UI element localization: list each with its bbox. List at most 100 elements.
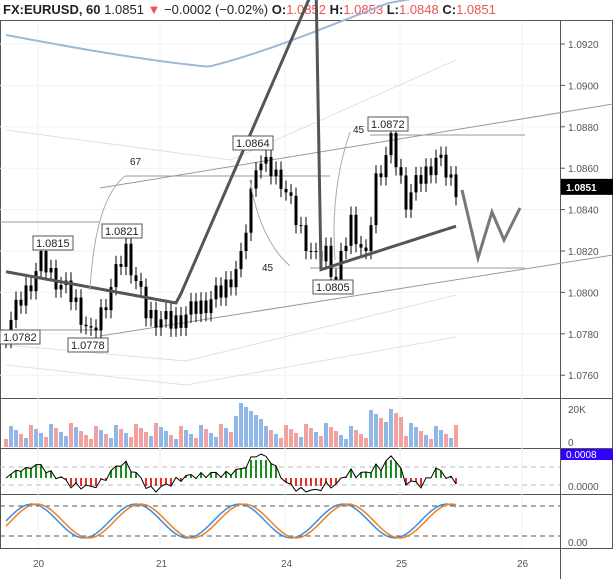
macd-histogram-bar bbox=[190, 474, 192, 478]
candle-body bbox=[164, 311, 168, 320]
bar-count-label: 67 bbox=[130, 157, 142, 168]
candle-body bbox=[129, 243, 133, 276]
projection-path bbox=[460, 189, 522, 264]
volume-bar bbox=[159, 427, 163, 447]
candle-body bbox=[239, 251, 243, 270]
volume-tick-label: 0 bbox=[568, 438, 574, 449]
candle-body bbox=[179, 315, 183, 328]
candle-body bbox=[99, 307, 103, 331]
volume-bar bbox=[239, 403, 243, 447]
macd-histogram-bar bbox=[70, 478, 72, 486]
volume-bar bbox=[169, 435, 173, 447]
macd-histogram-bar bbox=[80, 478, 82, 486]
volume-bar bbox=[44, 437, 48, 447]
candle-body bbox=[334, 276, 338, 283]
candle-body bbox=[39, 251, 43, 272]
macd-histogram-bar bbox=[235, 469, 237, 478]
candle-body bbox=[194, 301, 198, 314]
close-label: C: bbox=[442, 2, 457, 17]
volume-bar bbox=[324, 423, 328, 447]
macd-histogram-bar bbox=[435, 468, 437, 478]
price-label: 1.0815 bbox=[36, 238, 70, 250]
volume-bar bbox=[364, 438, 368, 447]
volume-bar bbox=[259, 419, 263, 447]
price-label-box bbox=[0, 329, 41, 345]
macd-tick-label: 0.0000 bbox=[568, 482, 599, 493]
macd-histogram-bar bbox=[150, 478, 152, 486]
volume-bar bbox=[389, 409, 393, 447]
macd-histogram-bar bbox=[180, 478, 182, 482]
volume-bar bbox=[369, 410, 373, 447]
candle-body bbox=[354, 214, 358, 245]
volume-bar bbox=[114, 425, 118, 447]
macd-histogram-bar bbox=[95, 478, 97, 486]
macd-histogram-bar bbox=[120, 466, 122, 478]
macd-histogram-bar bbox=[40, 464, 42, 478]
macd-histogram-bar bbox=[90, 478, 92, 486]
candle-body bbox=[399, 167, 403, 176]
macd-histogram-bar bbox=[285, 478, 287, 483]
candle-body bbox=[104, 307, 108, 311]
volume-bar bbox=[64, 436, 68, 447]
volume-bar bbox=[374, 414, 378, 447]
price-label: 1.0782 bbox=[3, 332, 37, 344]
volume-bar bbox=[264, 426, 268, 447]
macd-histogram-bar bbox=[420, 478, 422, 486]
macd-histogram-bar bbox=[85, 478, 87, 486]
candle-body bbox=[424, 166, 428, 184]
candle-body bbox=[54, 268, 58, 290]
macd-histogram-bar bbox=[110, 470, 112, 478]
volume-bar bbox=[424, 435, 428, 447]
volume-bar bbox=[134, 424, 138, 447]
volume-bar bbox=[384, 422, 388, 447]
volume-bar bbox=[319, 436, 323, 447]
volume-tick-label: 20K bbox=[568, 405, 586, 416]
volume-bar bbox=[279, 438, 283, 447]
candle-body bbox=[169, 311, 173, 329]
candle-body bbox=[209, 299, 213, 314]
macd-histogram-bar bbox=[305, 478, 307, 486]
macd-histogram-bar bbox=[295, 478, 297, 486]
candle-body bbox=[229, 279, 233, 288]
candle-body bbox=[374, 173, 378, 226]
macd-histogram-bar bbox=[455, 478, 457, 484]
candle-body bbox=[344, 245, 348, 251]
price-label: 1.0778 bbox=[71, 340, 105, 352]
volume-bar bbox=[249, 411, 253, 447]
down-arrow-icon: ▼ bbox=[147, 2, 161, 17]
macd-current-badge bbox=[561, 449, 613, 460]
candle-body bbox=[59, 285, 63, 290]
macd-histogram-bar bbox=[245, 467, 247, 478]
macd-histogram-bar bbox=[155, 478, 157, 486]
volume-bar bbox=[144, 432, 148, 447]
volume-bar bbox=[254, 415, 258, 447]
volume-bar bbox=[19, 434, 23, 447]
volume-bar bbox=[284, 425, 288, 447]
volume-bar bbox=[294, 433, 298, 447]
macd-histogram-bar bbox=[130, 471, 132, 478]
macd-histogram-bar bbox=[15, 470, 17, 478]
time-tick-label: 20 bbox=[33, 559, 45, 570]
current-price-label: 1.0851 bbox=[566, 183, 597, 194]
volume-bar bbox=[314, 432, 318, 447]
candle-body bbox=[29, 285, 33, 292]
candle-body bbox=[394, 133, 398, 168]
macd-histogram-bar bbox=[210, 472, 212, 478]
volume-bar bbox=[14, 430, 18, 447]
volume-bar bbox=[334, 431, 338, 447]
volume-bar bbox=[174, 439, 178, 447]
candle-body bbox=[324, 245, 328, 262]
volume-bar bbox=[154, 423, 158, 447]
candle-body bbox=[24, 285, 28, 306]
volume-bar bbox=[449, 438, 453, 447]
trend-line bbox=[99, 103, 613, 189]
volume-bar bbox=[234, 416, 238, 447]
candle-body bbox=[19, 299, 23, 306]
candle-body bbox=[219, 285, 223, 298]
volume-bar bbox=[394, 413, 398, 447]
volume-bar bbox=[229, 432, 233, 447]
candle-body bbox=[284, 188, 288, 193]
candle-body bbox=[249, 188, 253, 233]
volume-bar bbox=[224, 428, 228, 447]
